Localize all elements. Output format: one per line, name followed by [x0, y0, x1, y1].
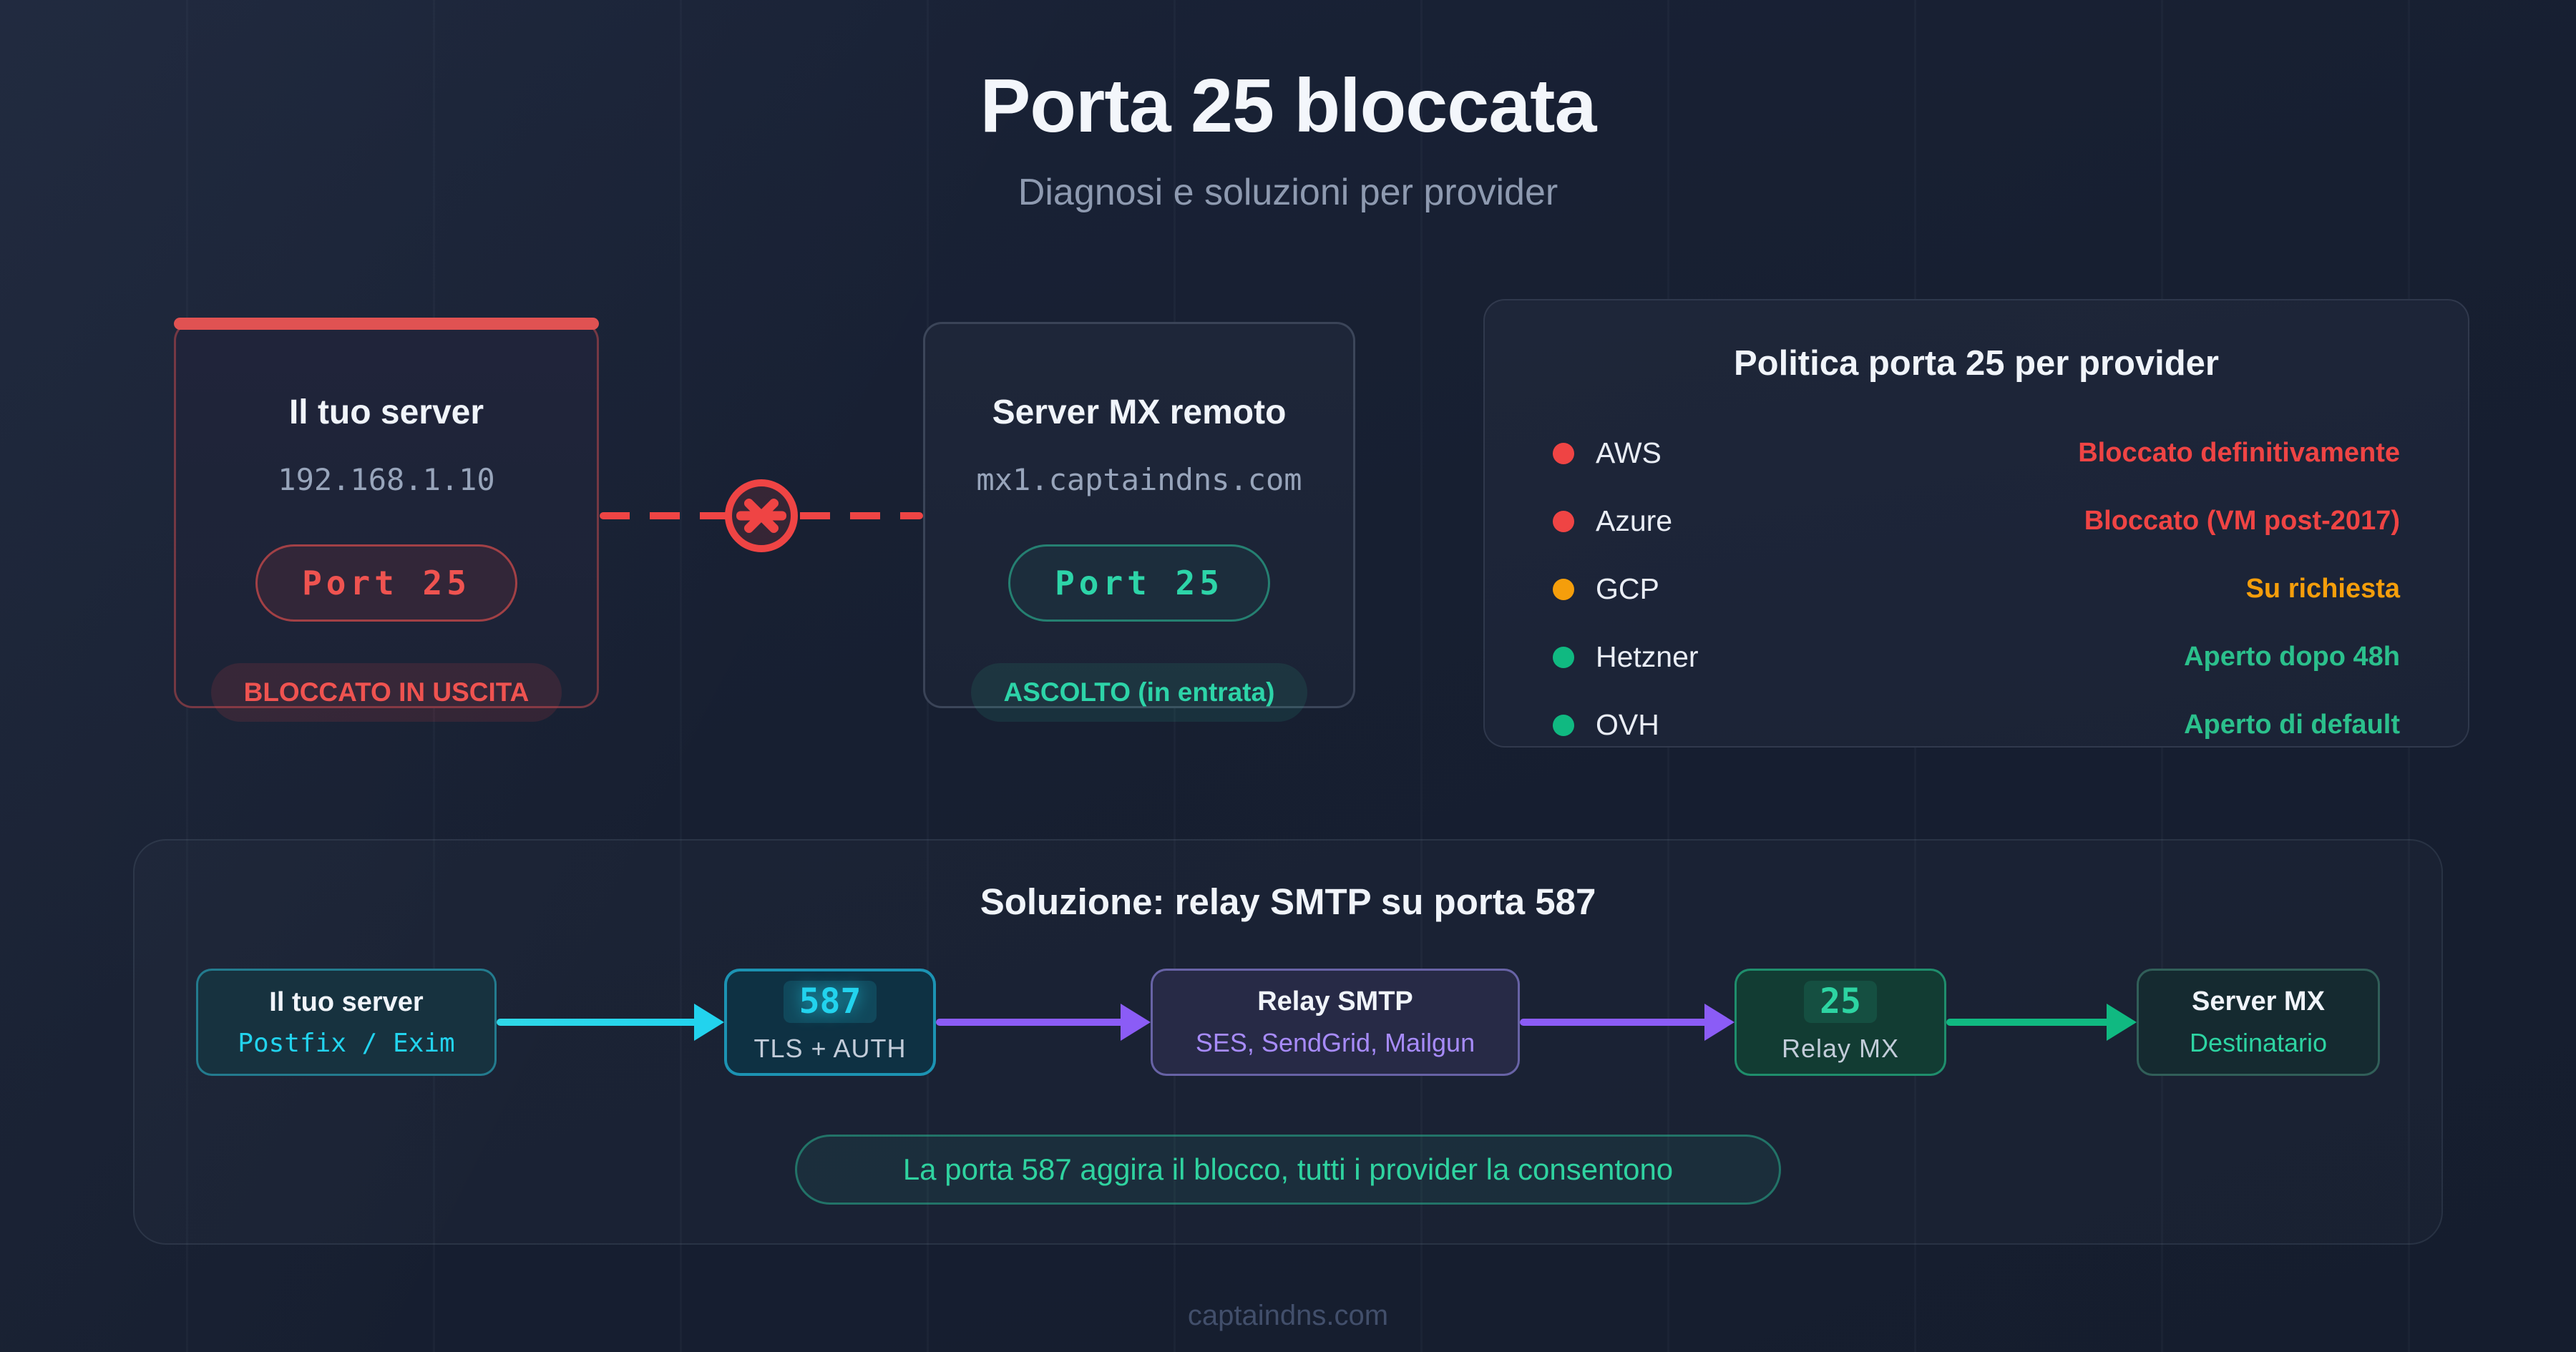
step-subtitle: Postfix / Exim [238, 1028, 455, 1058]
policy-row-azure: Azure Bloccato (VM post-2017) [1553, 487, 2400, 555]
port-25-listen-badge: Port 25 [1008, 544, 1270, 622]
port-25-blocked-badge: Port 25 [255, 544, 517, 622]
arrow-right-icon [1946, 990, 2137, 1054]
policy-title: Politica porta 25 per provider [1733, 344, 2220, 383]
policy-row-aws: AWS Bloccato definitivamente [1553, 419, 2400, 487]
solution-title: Soluzione: relay SMTP su porta 587 [980, 881, 1596, 922]
flow-step-port-587: 587 TLS + AUTH [724, 969, 936, 1076]
step-subtitle: TLS + AUTH [753, 1034, 907, 1064]
your-server-card: Il tuo server 192.168.1.10 Port 25 BLOCC… [174, 318, 599, 722]
arrow-right-icon [1520, 990, 1735, 1054]
blocked-connection [600, 479, 923, 552]
provider-status: Bloccato (VM post-2017) [2084, 506, 2400, 536]
policy-rows: AWS Bloccato definitivamente Azure Blocc… [1553, 419, 2400, 759]
provider-name: AWS [1596, 436, 1662, 469]
provider-name: GCP [1596, 572, 1659, 605]
status-dot [1553, 646, 1574, 668]
provider-status: Su richiesta [2245, 574, 2400, 604]
smtp-relay-flow: Il tuo server Postfix / Exim 587 TLS + A… [135, 969, 2441, 1076]
status-dot [1553, 510, 1574, 532]
provider-status: Bloccato definitivamente [2078, 438, 2400, 468]
step-title: Server MX [2192, 986, 2325, 1017]
solution-note: La porta 587 aggira il blocco, tutti i p… [795, 1135, 1781, 1205]
status-dot [1553, 714, 1574, 736]
solution-panel: Soluzione: relay SMTP su porta 587 Il tu… [133, 839, 2443, 1245]
flow-step-relay-smtp: Relay SMTP SES, SendGrid, Mailgun [1151, 969, 1520, 1076]
mx-server-title: Server MX remoto [992, 393, 1287, 431]
listening-inbound-pill: ASCOLTO (in entrata) [970, 663, 1308, 722]
status-dot [1553, 578, 1574, 600]
arrow-right-icon [936, 990, 1151, 1054]
provider-status: Aperto di default [2184, 710, 2400, 740]
mx-server-host: mx1.captaindns.com [976, 462, 1302, 497]
blocked-outbound-pill: BLOCCATO IN USCITA [210, 663, 562, 722]
provider-name: OVH [1596, 708, 1659, 741]
provider-name: Azure [1596, 504, 1673, 537]
policy-row-hetzner: Hetzner Aperto dopo 48h [1553, 623, 2400, 691]
mx-server-card: Server MX remoto mx1.captaindns.com Port… [923, 322, 1355, 722]
your-server-ip: 192.168.1.10 [278, 462, 495, 497]
arrow-right-icon [497, 990, 724, 1054]
your-server-title: Il tuo server [288, 393, 484, 431]
flow-step-your-server: Il tuo server Postfix / Exim [196, 969, 497, 1076]
step-port-number: 587 [783, 980, 877, 1024]
provider-policy-card: Politica porta 25 per provider AWS Blocc… [1483, 299, 2469, 748]
footer-domain: captaindns.com [1187, 1300, 1389, 1331]
header: Porta 25 bloccata Diagnosi e soluzioni p… [0, 63, 2576, 214]
step-title: Il tuo server [269, 986, 424, 1017]
card-accent-bar [174, 318, 599, 330]
step-port-number: 25 [1804, 980, 1877, 1024]
step-subtitle: Destinatario [2189, 1028, 2328, 1057]
x-circle-icon [725, 479, 798, 552]
flow-step-server-mx: Server MX Destinatario [2137, 969, 2380, 1076]
step-subtitle: SES, SendGrid, Mailgun [1195, 1028, 1475, 1057]
provider-status: Aperto dopo 48h [2184, 642, 2400, 672]
policy-row-gcp: GCP Su richiesta [1553, 555, 2400, 623]
flow-step-port-25: 25 Relay MX [1735, 969, 1946, 1076]
step-subtitle: Relay MX [1781, 1034, 1900, 1064]
provider-name: Hetzner [1596, 640, 1699, 673]
policy-row-ovh: OVH Aperto di default [1553, 691, 2400, 759]
page-subtitle: Diagnosi e soluzioni per provider [1018, 172, 1558, 213]
page-title: Porta 25 bloccata [980, 64, 1597, 148]
status-dot [1553, 442, 1574, 464]
step-title: Relay SMTP [1257, 986, 1413, 1017]
